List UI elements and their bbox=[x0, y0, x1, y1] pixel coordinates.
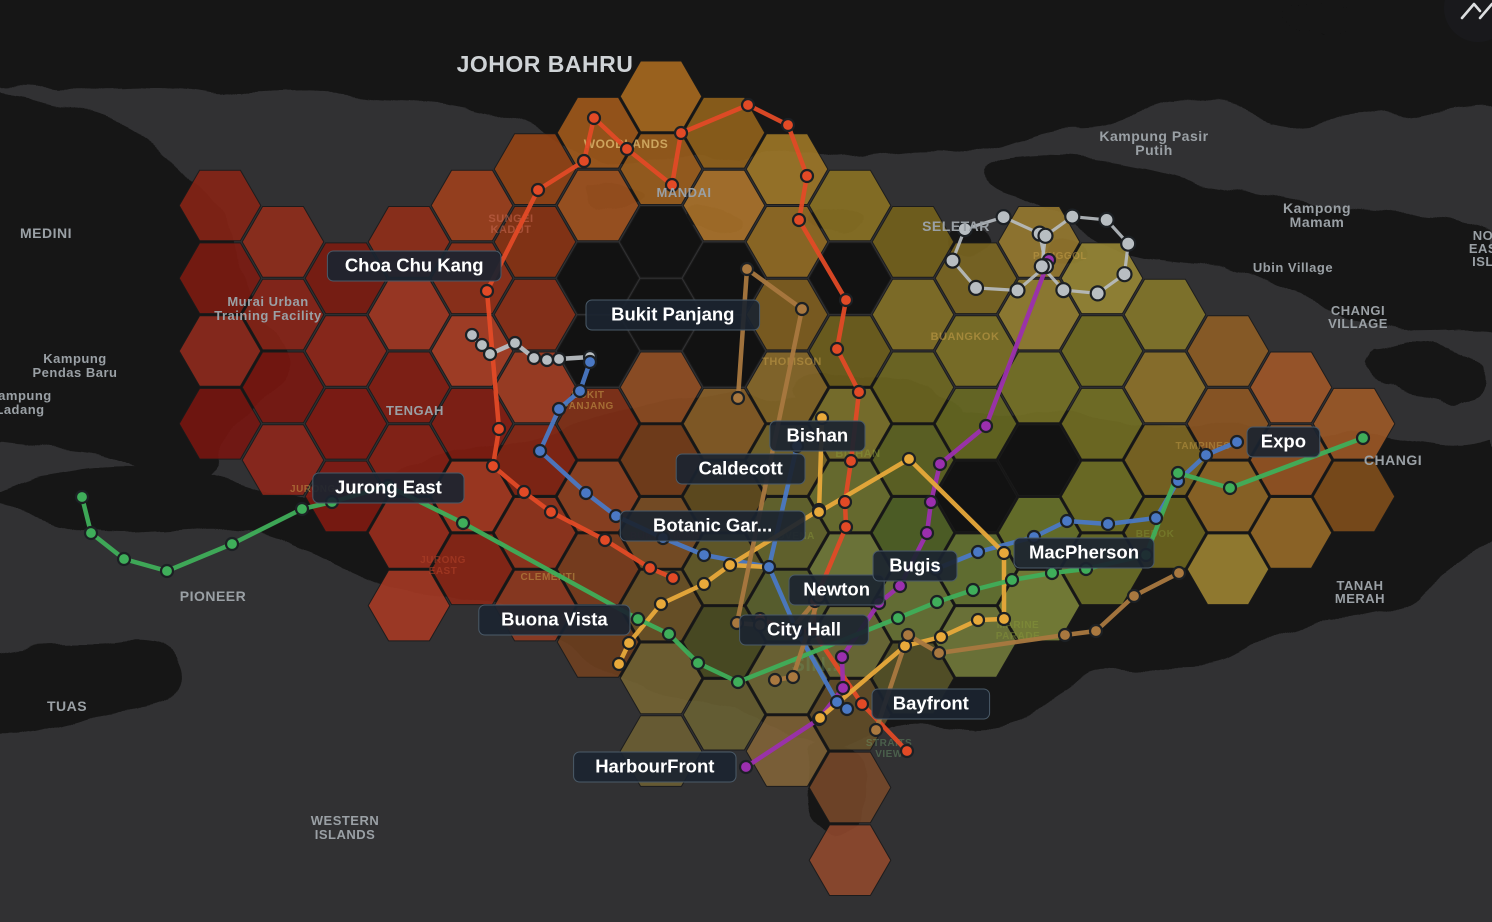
svg-text:CHANGI: CHANGI bbox=[1364, 452, 1422, 468]
svg-text:ISLANDS: ISLANDS bbox=[315, 827, 376, 842]
svg-text:Botanic Gar...: Botanic Gar... bbox=[653, 515, 772, 536]
svg-text:Mamam: Mamam bbox=[1290, 214, 1345, 230]
svg-text:WESTERN: WESTERN bbox=[311, 813, 380, 828]
svg-text:Kampung: Kampung bbox=[0, 388, 52, 403]
svg-text:Training Facility: Training Facility bbox=[214, 308, 322, 323]
svg-text:MEDINI: MEDINI bbox=[20, 225, 72, 241]
svg-text:MacPherson: MacPherson bbox=[1029, 542, 1139, 563]
svg-text:Bishan: Bishan bbox=[787, 425, 849, 446]
svg-text:Pendas Baru: Pendas Baru bbox=[33, 365, 118, 380]
svg-text:PANJANG: PANJANG bbox=[562, 401, 614, 412]
svg-text:PIONEER: PIONEER bbox=[180, 588, 247, 604]
svg-text:BUANGKOK: BUANGKOK bbox=[931, 331, 1000, 343]
svg-text:Bayfront: Bayfront bbox=[893, 693, 969, 714]
svg-text:Murai Urban: Murai Urban bbox=[227, 294, 308, 309]
svg-text:JURONG: JURONG bbox=[420, 555, 466, 566]
svg-text:Choa Chu Kang: Choa Chu Kang bbox=[345, 255, 484, 276]
svg-text:Expo: Expo bbox=[1261, 431, 1306, 452]
svg-text:Bukit Panjang: Bukit Panjang bbox=[611, 304, 734, 325]
svg-text:Ladang: Ladang bbox=[0, 402, 45, 417]
svg-text:HarbourFront: HarbourFront bbox=[595, 756, 714, 777]
svg-text:VILLAGE: VILLAGE bbox=[1328, 316, 1388, 331]
svg-text:Bugis: Bugis bbox=[889, 555, 940, 576]
svg-text:EAST: EAST bbox=[429, 566, 458, 577]
svg-text:TUAS: TUAS bbox=[47, 698, 87, 714]
svg-text:VIEW: VIEW bbox=[875, 749, 903, 760]
svg-text:JOHOR BAHRU: JOHOR BAHRU bbox=[457, 51, 634, 77]
svg-text:Buona Vista: Buona Vista bbox=[501, 609, 608, 630]
svg-text:MERAH: MERAH bbox=[1335, 591, 1385, 606]
svg-text:ISL: ISL bbox=[1472, 254, 1492, 269]
svg-text:City Hall: City Hall bbox=[767, 619, 841, 640]
svg-text:Caldecott: Caldecott bbox=[698, 458, 782, 479]
svg-text:Ubin Village: Ubin Village bbox=[1253, 260, 1333, 275]
svg-text:Putih: Putih bbox=[1135, 142, 1173, 158]
svg-text:SELETAR: SELETAR bbox=[922, 218, 990, 234]
svg-text:TENGAH: TENGAH bbox=[386, 403, 444, 418]
svg-text:Newton: Newton bbox=[803, 579, 870, 600]
svg-text:Kampung: Kampung bbox=[43, 351, 106, 366]
svg-text:KADUT: KADUT bbox=[491, 224, 532, 236]
svg-text:Jurong East: Jurong East bbox=[335, 477, 442, 498]
svg-text:MANDAI: MANDAI bbox=[657, 185, 712, 200]
